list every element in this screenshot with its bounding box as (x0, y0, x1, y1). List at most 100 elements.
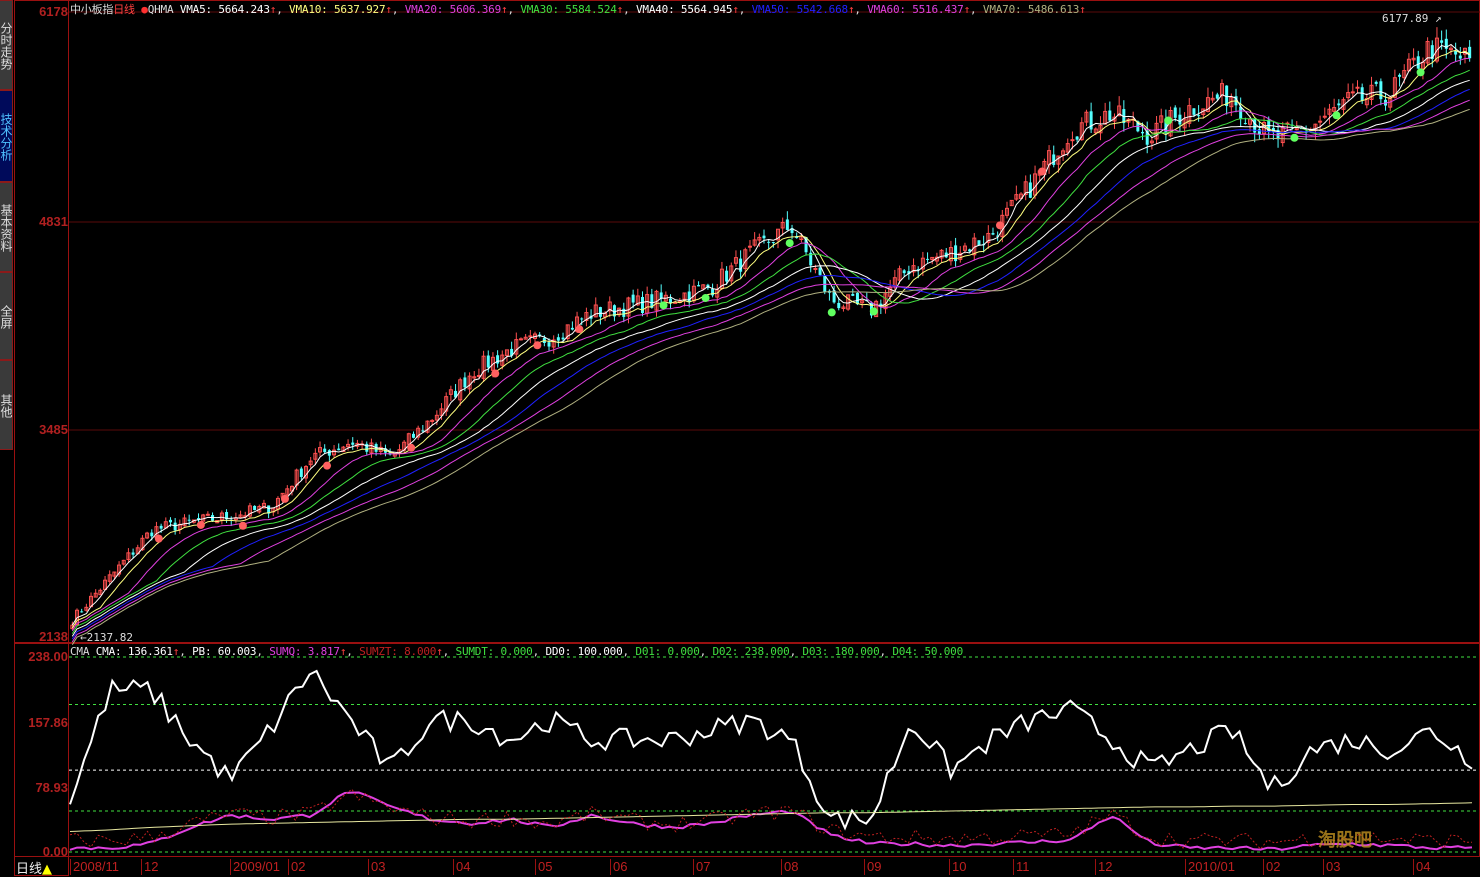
candle-body (747, 245, 752, 248)
month-label: 06 (610, 859, 627, 875)
candle-body (1337, 103, 1341, 106)
up-arrow-icon: ↑ (385, 3, 392, 16)
candle-body (518, 338, 523, 341)
candle-body (472, 376, 477, 379)
candle-body (1225, 85, 1229, 107)
candle-body (897, 268, 902, 281)
candle-body (318, 447, 323, 453)
candle-body (112, 571, 117, 577)
candle-body (757, 236, 762, 241)
candle-body (991, 233, 995, 235)
candle-body (1093, 128, 1098, 134)
tab-other[interactable]: 其他 (0, 360, 13, 450)
candle-body (809, 252, 813, 266)
candle-body (327, 450, 331, 456)
candle-body (916, 269, 920, 271)
sidebar: 分时走势 技术分析 基本资料 全屏 其他 (0, 0, 14, 876)
indicator-line-pb (69, 802, 1473, 832)
candle-body (752, 239, 757, 246)
signal-dot (1290, 133, 1299, 142)
candle-body (1398, 74, 1402, 77)
indicator-value: PB: 60.003 (192, 645, 257, 658)
candle-body (767, 241, 771, 243)
indicator-value: DD0: 100.000 (545, 645, 623, 658)
candle-body (261, 502, 266, 509)
candle-body (421, 430, 425, 432)
candle-body (1355, 86, 1360, 89)
moving-average-line (71, 43, 1470, 626)
candle-body (1379, 81, 1383, 100)
candle-body (514, 339, 519, 355)
month-label: 03 (1323, 859, 1340, 875)
candle-body (902, 270, 906, 274)
candle-body (313, 452, 318, 460)
candle-body (622, 308, 626, 317)
signal-dot (154, 534, 163, 543)
signal-dot (785, 239, 794, 248)
tab-fundamentals[interactable]: 基本资料 (0, 182, 13, 272)
month-label: 08 (781, 859, 798, 875)
candle-body (626, 297, 631, 317)
candle-body (584, 312, 589, 321)
candle-body (434, 414, 439, 421)
candle-body (860, 300, 865, 304)
candle-body (813, 267, 818, 270)
indicator-tick: 157.86 (28, 715, 68, 730)
candle-body (1239, 106, 1243, 119)
up-arrow-icon: ↑ (501, 3, 508, 16)
price-tick: 6178 (39, 4, 68, 19)
candle-body (117, 564, 122, 575)
high-label: 6177.89 ↗ (1382, 12, 1442, 25)
candle-body (187, 519, 191, 521)
signal-dot (827, 308, 836, 317)
ma-value: VMA60: 5516.437 (867, 3, 964, 16)
candle-body (771, 242, 775, 244)
indicator-value: D01: 0.000 (635, 645, 700, 658)
candle-body (173, 522, 177, 531)
signal-dot (238, 521, 247, 530)
indicator-value: D04: 50.000 (892, 645, 964, 658)
candle-body (496, 355, 500, 364)
candle-body (1065, 143, 1070, 153)
candle-body (837, 302, 841, 309)
candle-body (598, 307, 602, 317)
month-label: 04 (453, 859, 470, 875)
candle-body (1061, 150, 1066, 156)
candle-body (659, 292, 663, 299)
tab-intraday[interactable]: 分时走势 (0, 0, 13, 90)
candle-body (425, 420, 430, 433)
candle-body (1411, 57, 1416, 61)
candle-body (1052, 154, 1056, 165)
candle-body (219, 512, 224, 521)
month-label: 11 (1013, 859, 1030, 875)
candle-body (1416, 56, 1420, 69)
candle-body (1462, 47, 1467, 55)
candle-body (1205, 97, 1210, 112)
candle-body (1023, 181, 1028, 196)
month-label: 09 (864, 859, 881, 875)
candle-body (285, 488, 290, 496)
tab-technical-analysis[interactable]: 技术分析 (0, 90, 13, 182)
candle-body (593, 304, 598, 318)
signal-dot (701, 293, 710, 302)
candle-body (556, 337, 560, 341)
candle-body (481, 355, 486, 379)
candle-body (467, 375, 472, 390)
candle-body (851, 293, 855, 296)
tab-fullscreen[interactable]: 全屏 (0, 272, 13, 360)
candle-body (682, 292, 687, 300)
candle-body (962, 245, 967, 251)
candle-body (247, 505, 252, 517)
candle-body (1332, 107, 1337, 112)
candle-body (93, 592, 98, 598)
candle-body (1173, 107, 1177, 118)
month-label: 03 (368, 859, 385, 875)
month-label: 2008/11 (70, 859, 119, 875)
candle-body (1145, 130, 1149, 145)
period-selector[interactable]: 日线▲ (16, 858, 52, 877)
candle-body (1014, 194, 1019, 200)
candle-body (607, 301, 612, 312)
candle-body (126, 552, 131, 560)
candle-body (346, 443, 351, 448)
